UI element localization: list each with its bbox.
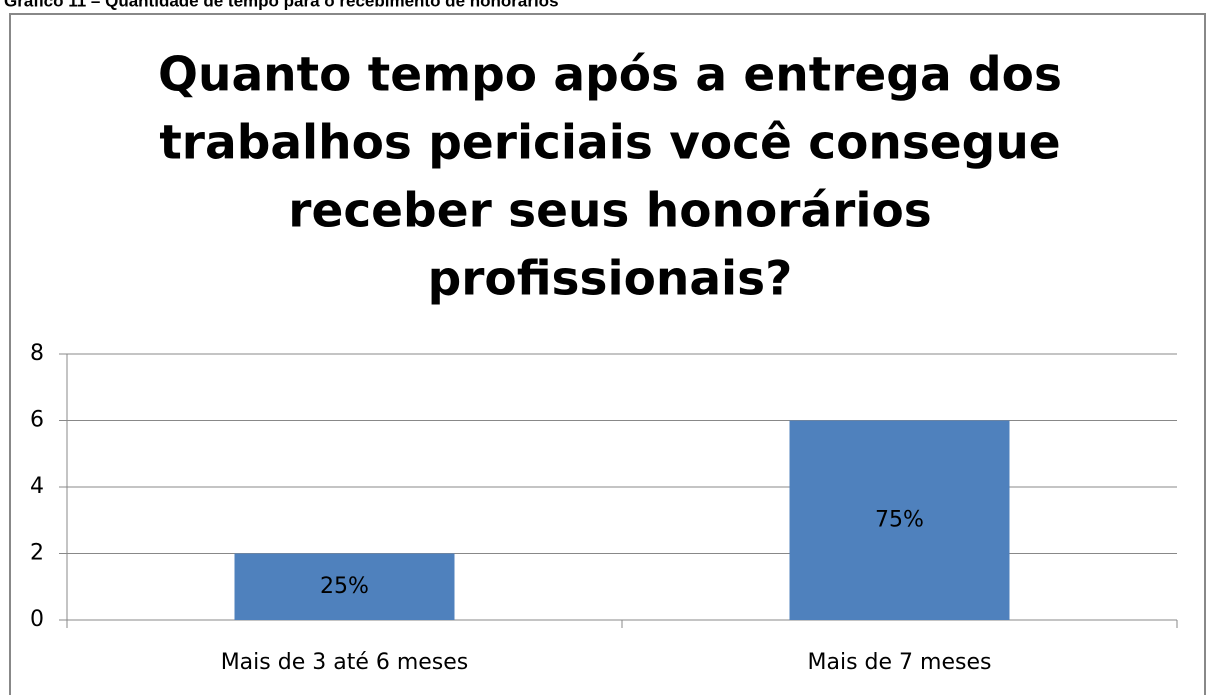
chart-title: receber seus honorários [288, 184, 931, 239]
y-tick-label: 0 [30, 607, 44, 632]
chart-title: Quanto tempo após a entrega dos [158, 48, 1062, 103]
data-label: 75% [875, 507, 924, 532]
x-tick-label: Mais de 3 até 6 meses [221, 650, 469, 675]
data-label: 25% [320, 574, 369, 599]
chart-title: trabalhos periciais você consegue [159, 116, 1060, 171]
bar [789, 420, 1010, 620]
x-tick-label: Mais de 7 meses [808, 650, 992, 675]
y-tick-label: 4 [30, 474, 44, 499]
chart-title: profissionais? [428, 252, 793, 307]
y-tick-label: 8 [30, 341, 44, 366]
y-tick-label: 2 [30, 541, 44, 566]
caption: Gráfico 11 – Quantidade de tempo para o … [4, 0, 559, 10]
bar [234, 553, 455, 620]
y-tick-label: 6 [30, 408, 44, 433]
